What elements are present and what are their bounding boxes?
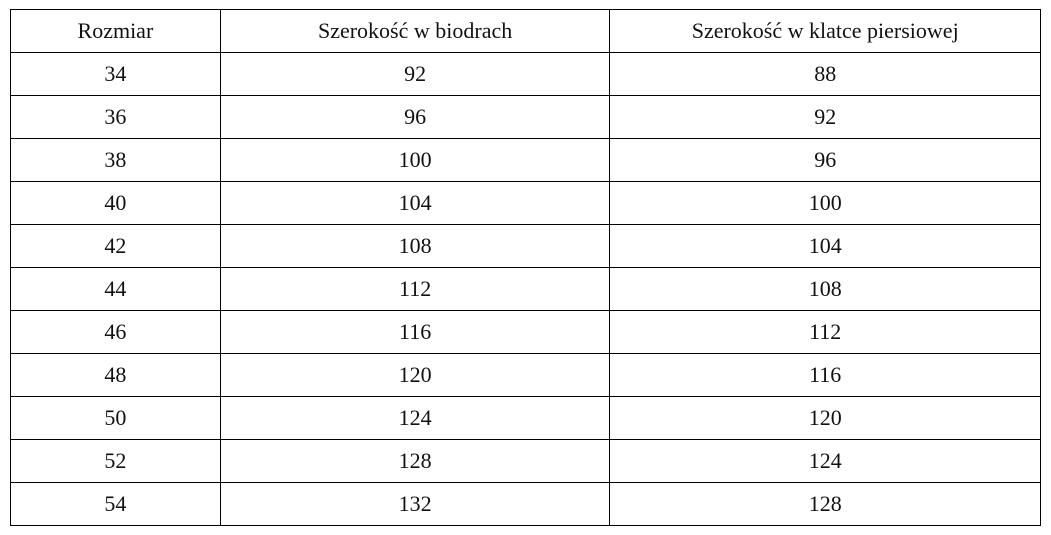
header-cell: Szerokość w klatce piersiowej (609, 9, 1041, 53)
table-row: 52 128 124 (10, 439, 1041, 483)
table-cell: 104 (219, 181, 611, 225)
table-cell: 112 (609, 310, 1041, 354)
table-cell: 100 (609, 181, 1041, 225)
table-row: 38 100 96 (10, 138, 1041, 182)
size-table: Rozmiar Szerokość w biodrach Szerokość w k… (10, 9, 1041, 526)
table-cell: 120 (609, 396, 1041, 440)
table-cell: 116 (219, 310, 611, 354)
table-cell: 128 (219, 439, 611, 483)
table-row: 42 108 104 (10, 224, 1041, 268)
table-cell: 96 (219, 95, 611, 139)
table-cell: 42 (10, 224, 221, 268)
table-cell: 124 (219, 396, 611, 440)
header-row: Rozmiar Szerokość w biodrach Szerokość w k… (10, 9, 1041, 53)
table-cell: 112 (219, 267, 611, 311)
table-cell: 48 (10, 353, 221, 397)
table-row: 40 104 100 (10, 181, 1041, 225)
table-body: 34 92 88 36 96 92 38 100 96 40 104 100 42 108 104 44 112… (10, 52, 1041, 526)
table-cell: 96 (609, 138, 1041, 182)
table-cell: 116 (609, 353, 1041, 397)
table-header: Rozmiar Szerokość w biodrach Szerokość w k… (10, 9, 1041, 53)
table-cell: 46 (10, 310, 221, 354)
table-row: 34 92 88 (10, 52, 1041, 96)
table-cell: 44 (10, 267, 221, 311)
table-cell: 108 (219, 224, 611, 268)
table-cell: 54 (10, 482, 221, 526)
table-row: 54 132 128 (10, 482, 1041, 526)
table-cell: 50 (10, 396, 221, 440)
table-cell: 36 (10, 95, 221, 139)
table-row: 46 116 112 (10, 310, 1041, 354)
table-cell: 40 (10, 181, 221, 225)
table-row: 48 120 116 (10, 353, 1041, 397)
header-cell: Szerokość w biodrach (219, 9, 611, 53)
header-cell: Rozmiar (10, 9, 221, 53)
table-cell: 132 (219, 482, 611, 526)
table-cell: 34 (10, 52, 221, 96)
table-cell: 100 (219, 138, 611, 182)
table-row: 36 96 92 (10, 95, 1041, 139)
table-cell: 124 (609, 439, 1041, 483)
table-cell: 38 (10, 138, 221, 182)
table-cell: 52 (10, 439, 221, 483)
table-row: 44 112 108 (10, 267, 1041, 311)
table-cell: 88 (609, 52, 1041, 96)
table-cell: 92 (219, 52, 611, 96)
table-cell: 104 (609, 224, 1041, 268)
table-cell: 92 (609, 95, 1041, 139)
table-row: 50 124 120 (10, 396, 1041, 440)
table-cell: 128 (609, 482, 1041, 526)
table-cell: 120 (219, 353, 611, 397)
table-cell: 108 (609, 267, 1041, 311)
